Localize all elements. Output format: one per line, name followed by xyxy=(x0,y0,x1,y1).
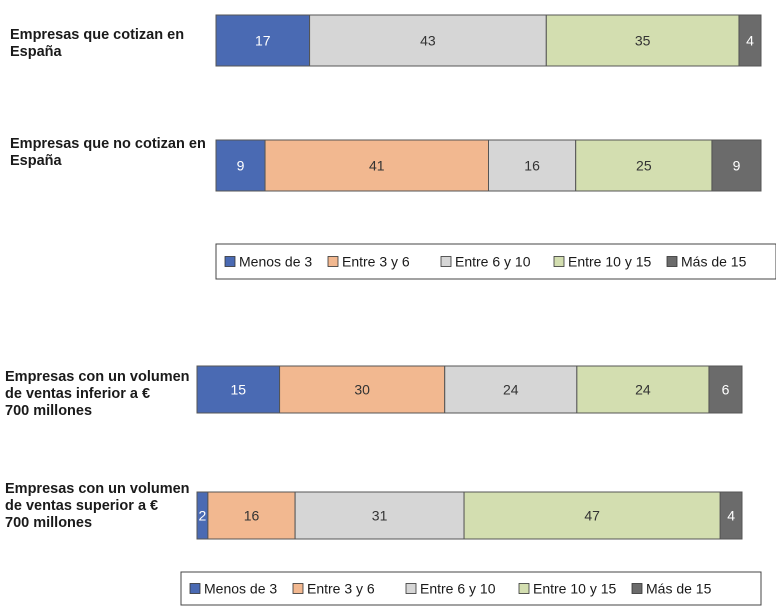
segment-value-label: 30 xyxy=(354,382,370,398)
legend-swatch xyxy=(327,256,339,267)
legend-label: Entre 10 y 15 xyxy=(533,581,616,597)
legend-swatch xyxy=(553,256,565,267)
segment-value-label: 17 xyxy=(255,33,271,49)
bar-segment xyxy=(207,491,296,540)
bar-segment xyxy=(196,365,281,414)
bar-segment xyxy=(545,14,740,67)
segment-value-label: 41 xyxy=(369,158,385,174)
bar-segment xyxy=(294,491,465,540)
segment-value-label: 9 xyxy=(733,158,741,174)
legend-swatch xyxy=(189,583,201,594)
legend-swatch xyxy=(666,256,678,267)
legend-label: Menos de 3 xyxy=(239,254,312,270)
segment-value-label: 6 xyxy=(722,382,730,398)
legend-swatch xyxy=(224,256,236,267)
legend-label: Entre 3 y 6 xyxy=(307,581,375,597)
segment-value-label: 4 xyxy=(746,33,754,49)
segment-value-label: 16 xyxy=(244,508,260,524)
legend-label: Más de 15 xyxy=(681,254,747,270)
bar-segment xyxy=(575,139,713,192)
bar-segment xyxy=(738,14,762,67)
bar-segment xyxy=(309,14,547,67)
legend-swatch xyxy=(631,583,643,594)
segment-value-label: 9 xyxy=(237,158,245,174)
legend-label: Entre 3 y 6 xyxy=(342,254,410,270)
bar-segment xyxy=(444,365,578,414)
row-label: Empresas que cotizan en España xyxy=(10,27,184,60)
bar-segment xyxy=(264,139,489,192)
bar-segment xyxy=(488,139,577,192)
legend-swatch xyxy=(518,583,530,594)
legend-box xyxy=(180,571,762,606)
bar-segment xyxy=(719,491,743,540)
bar-segment xyxy=(576,365,710,414)
row-label: Empresas con un volumen de ventas superio… xyxy=(5,481,190,531)
segment-value-label: 25 xyxy=(636,158,652,174)
row-label: Empresas que no cotizan en España xyxy=(10,136,206,169)
bar-segment xyxy=(708,365,743,414)
chart-listing: Empresas que cotizan en España 17 43 35 4 Empr… xyxy=(10,14,776,280)
legend-label: Entre 6 y 10 xyxy=(455,254,531,270)
legend-label: Menos de 3 xyxy=(204,581,277,597)
segment-value-label: 15 xyxy=(230,382,246,398)
legend-label: Entre 10 y 15 xyxy=(568,254,651,270)
segment-value-label: 24 xyxy=(503,382,519,398)
legend-swatch xyxy=(405,583,417,594)
segment-value-label: 43 xyxy=(420,33,436,49)
segment-value-label: 35 xyxy=(635,33,651,49)
bar-segment xyxy=(463,491,721,540)
legend-label: Más de 15 xyxy=(646,581,712,597)
legend-swatch xyxy=(440,256,452,267)
segment-value-label: 2 xyxy=(199,508,207,524)
bar-segment xyxy=(215,139,266,192)
segment-value-label: 24 xyxy=(635,382,651,398)
segment-value-label: 31 xyxy=(372,508,388,524)
legend-box xyxy=(215,243,776,280)
legend-swatch xyxy=(292,583,304,594)
bar-segment xyxy=(215,14,311,67)
segment-value-label: 16 xyxy=(524,158,540,174)
segment-value-label: 47 xyxy=(584,508,600,524)
chart-sales-volume: Empresas con un volumen de ventas inferio… xyxy=(5,365,762,606)
legend-label: Entre 6 y 10 xyxy=(420,581,496,597)
segment-value-label: 4 xyxy=(727,508,735,524)
bar-segment xyxy=(711,139,762,192)
row-label: Empresas con un volumen de ventas inferio… xyxy=(5,369,190,419)
